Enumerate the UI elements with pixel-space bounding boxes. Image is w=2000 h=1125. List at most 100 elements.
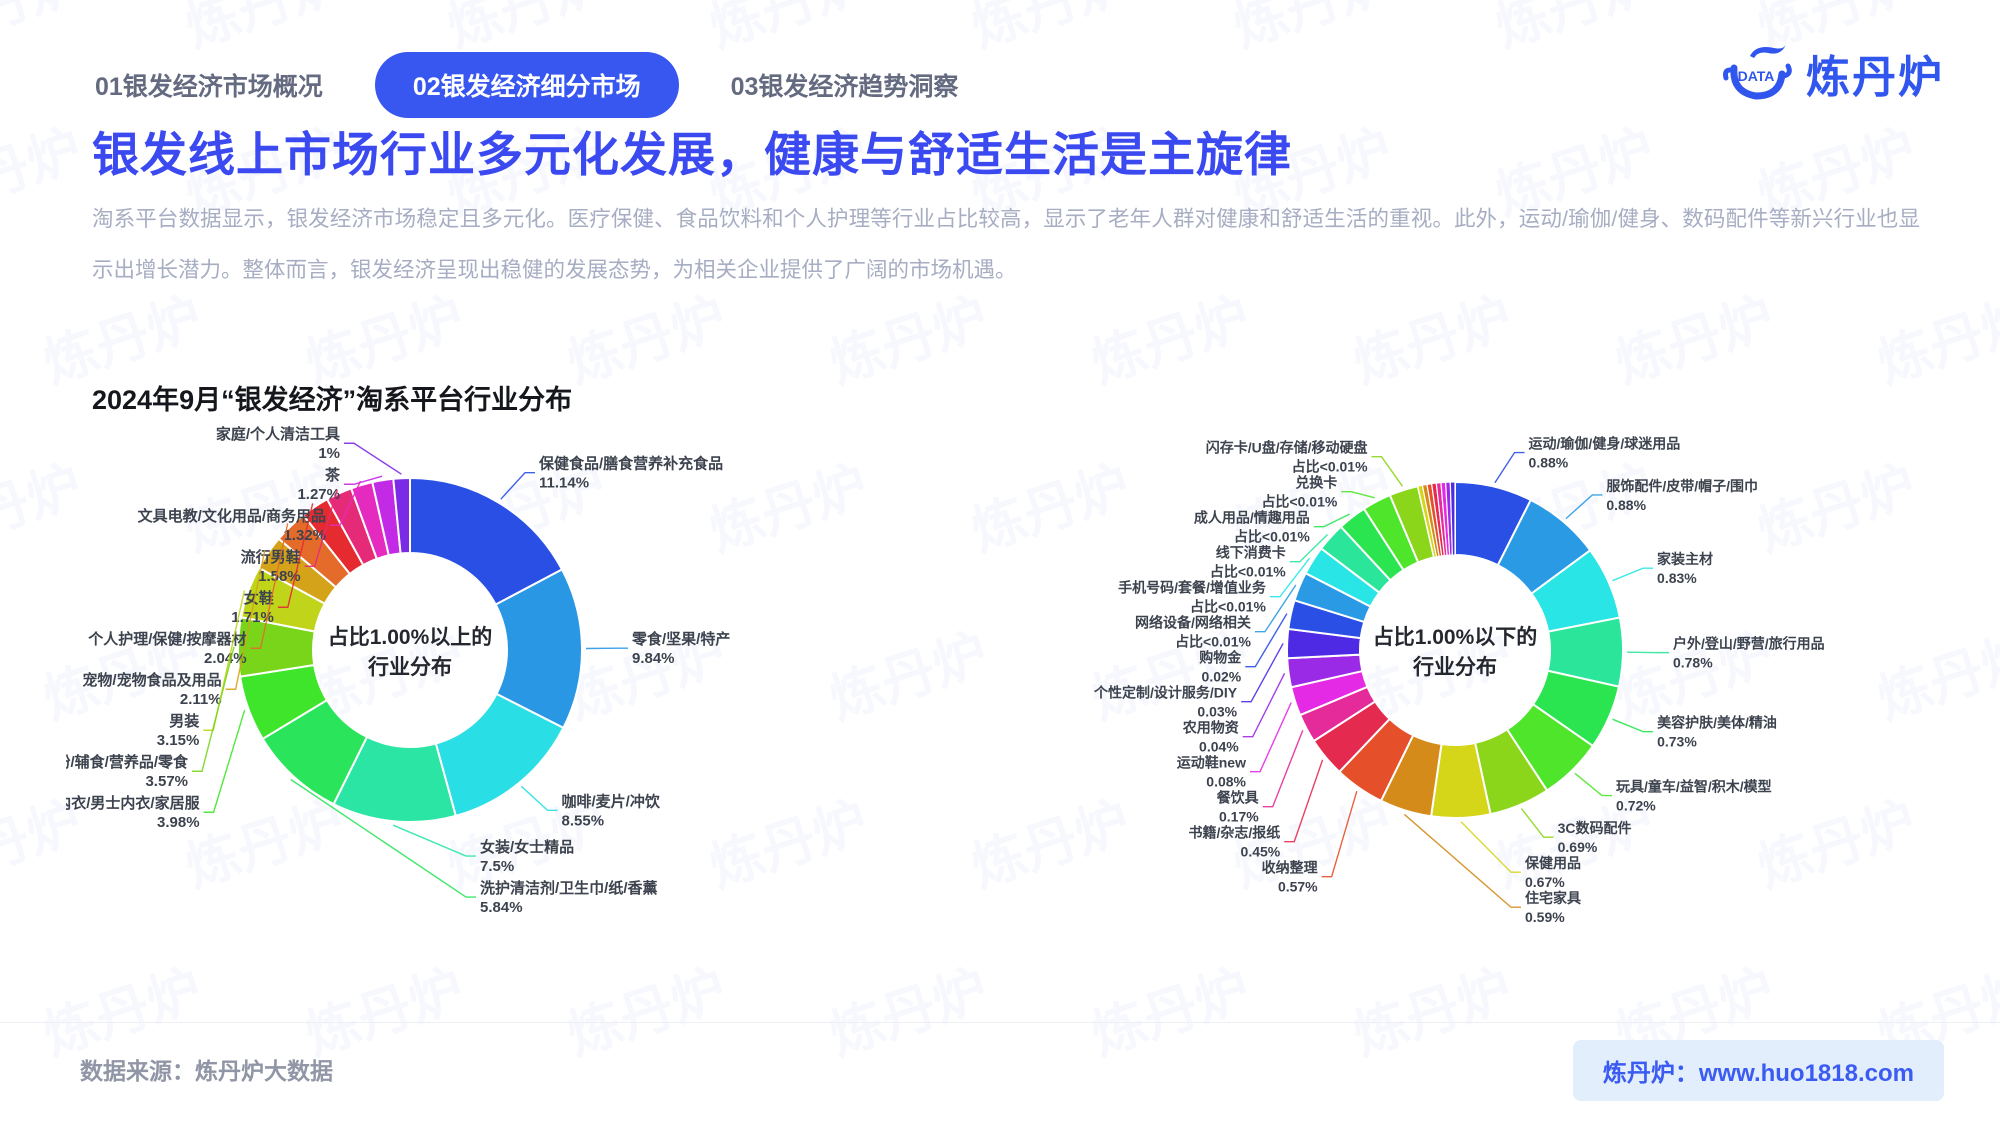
slice-label-name: 保健食品/膳食营养补充食品 bbox=[538, 455, 723, 473]
slice-label-name: 文具电教/文化用品/商务用品 bbox=[138, 507, 326, 525]
slice-label-name: 住宅家具 bbox=[1525, 890, 1581, 906]
label-leader-line bbox=[1245, 613, 1288, 668]
slice-label-pct: 0.04% bbox=[1199, 739, 1239, 755]
label-leader-line bbox=[250, 523, 289, 649]
slice-label-name: 农用物资 bbox=[1182, 720, 1239, 736]
data-source-note: 数据来源：炼丹炉大数据 bbox=[80, 1058, 333, 1084]
slice-label-pct: 0.78% bbox=[1673, 655, 1713, 671]
slice-label-pct: 2.04% bbox=[204, 650, 247, 667]
slice-label-pct: 0.88% bbox=[1529, 455, 1569, 471]
label-leader-line bbox=[1242, 672, 1286, 738]
slice-label-name: 线下消费卡 bbox=[1216, 545, 1286, 561]
slice-label-name: 手机号码/套餐/增值业务 bbox=[1118, 580, 1267, 596]
donut-center-label: 占比1.00%以上的 bbox=[328, 625, 493, 649]
label-leader-line bbox=[225, 550, 266, 690]
slice-label-pct: 0.57% bbox=[1278, 879, 1318, 895]
slice-label-pct: 3.57% bbox=[145, 773, 188, 790]
slice-label-name: 洗护清洁剂/卫生巾/纸/香薰 bbox=[480, 879, 658, 897]
slice-label-pct: 8.55% bbox=[562, 812, 605, 829]
slice-label-name: 咖啡/麦片/冲饮 bbox=[562, 792, 661, 810]
label-leader-line bbox=[520, 785, 558, 811]
label-leader-line bbox=[330, 480, 362, 526]
slice-label-pct: 0.83% bbox=[1657, 570, 1697, 586]
brand-name: 炼丹炉 bbox=[1806, 53, 1944, 102]
slice-label-name: 奶粉/辅食/营养品/零食 bbox=[66, 753, 189, 771]
slice-label-name: 女鞋 bbox=[244, 589, 274, 607]
label-leader-line bbox=[1574, 772, 1613, 797]
slice-label-name: 家庭/个人清洁工具 bbox=[216, 425, 340, 443]
slice-label-name: 网络设备/网络相关 bbox=[1135, 615, 1251, 631]
label-leader-line bbox=[1565, 494, 1603, 520]
slice-label-name: 女士内衣/男士内衣/家居服 bbox=[66, 794, 201, 812]
slice-label-pct: 5.84% bbox=[480, 899, 523, 916]
slice-label-pct: 占比<0.01% bbox=[1190, 599, 1266, 615]
pie-slice bbox=[409, 476, 564, 606]
website-link[interactable]: 炼丹炉：www.huo1818.com bbox=[1572, 1040, 1944, 1101]
slice-label-name: 运动鞋new bbox=[1177, 755, 1246, 771]
slice-label-name: 保健用品 bbox=[1524, 855, 1581, 871]
cauldron-logo-icon: DATA bbox=[1723, 44, 1792, 100]
label-leader-line bbox=[392, 824, 476, 857]
label-leader-line bbox=[344, 442, 402, 475]
label-leader-line bbox=[1284, 759, 1324, 843]
slice-label-pct: 1.71% bbox=[231, 609, 274, 626]
slice-label-pct: 0.45% bbox=[1241, 844, 1281, 860]
label-leader-line bbox=[304, 489, 338, 567]
footer-divider bbox=[0, 1022, 2000, 1023]
slice-label-pct: 占比<0.01% bbox=[1261, 494, 1337, 510]
slice-label-name: 女装/女士精品 bbox=[480, 838, 574, 856]
slice-label-name: 运动/瑜伽/健身/球迷用品 bbox=[1529, 436, 1681, 452]
slice-label-pct: 1.58% bbox=[258, 568, 301, 585]
slice-label-name: 闪存卡/U盘/存储/移动硬盘 bbox=[1206, 440, 1368, 456]
logo-badge-text: DATA bbox=[1738, 68, 1775, 84]
slice-label-name: 兑换卡 bbox=[1295, 475, 1337, 491]
slice-label-name: 家装主材 bbox=[1657, 551, 1713, 567]
slice-label-name: 宠物/宠物食品及用品 bbox=[82, 671, 221, 689]
slice-label-pct: 3.98% bbox=[157, 814, 200, 831]
slice-label-pct: 0.03% bbox=[1197, 704, 1237, 720]
slice-label-pct: 0.59% bbox=[1525, 909, 1565, 925]
label-leader-line bbox=[1254, 584, 1297, 633]
slice-label-name: 茶 bbox=[325, 466, 341, 484]
label-leader-line bbox=[1612, 718, 1654, 733]
label-leader-line bbox=[1313, 513, 1350, 528]
slice-label-pct: 9.84% bbox=[632, 650, 675, 667]
slice-label-name: 玩具/童车/益智/积木/模型 bbox=[1616, 779, 1772, 795]
tab-market-overview[interactable]: 01银发经济市场概况 bbox=[95, 73, 323, 101]
label-leader-line bbox=[1371, 456, 1403, 487]
slice-label-pct: 占比<0.01% bbox=[1210, 564, 1286, 580]
tab-trend-insight[interactable]: 03银发经济趋势洞察 bbox=[730, 73, 959, 101]
slice-label-name: 收纳整理 bbox=[1262, 860, 1318, 876]
slice-label-name: 成人用品/情趣用品 bbox=[1194, 510, 1310, 526]
label-leader-line bbox=[1403, 813, 1521, 908]
tab-market-segments[interactable]: 02银发经济细分市场 bbox=[374, 52, 679, 118]
slice-label-name: 餐饮具 bbox=[1216, 790, 1259, 806]
slice-label-pct: 0.88% bbox=[1606, 497, 1646, 513]
slice-label-pct: 1% bbox=[318, 445, 340, 462]
slice-label-pct: 0.69% bbox=[1558, 839, 1598, 855]
slice-label-pct: 2.11% bbox=[180, 691, 222, 708]
donut-chart-above-1pct: 保健食品/膳食营养补充食品 11.14% 零食/坚果/特产 9.84% 咖啡/麦片/冲饮… bbox=[66, 425, 730, 916]
slice-label-name: 个性定制/设计服务/DIY bbox=[1093, 685, 1238, 701]
slice-label-pct: 0.72% bbox=[1616, 798, 1656, 814]
top-nav: 01银发经济市场概况 02银发经济细分市场 03银发经济趋势洞察 bbox=[95, 52, 958, 118]
slice-label-pct: 3.15% bbox=[157, 732, 200, 749]
slice-label-name: 零食/坚果/特产 bbox=[631, 630, 730, 648]
slice-label-name: 个人护理/保健/按摩器材 bbox=[87, 630, 246, 648]
donut-center-label: 占比1.00%以下的 bbox=[1373, 625, 1538, 649]
slice-label-name: 购物金 bbox=[1199, 650, 1242, 666]
label-leader-line bbox=[1321, 791, 1358, 878]
label-leader-line bbox=[1612, 567, 1654, 582]
slice-label-name: 流行男鞋 bbox=[241, 548, 301, 566]
slice-label-pct: 占比<0.01% bbox=[1234, 529, 1310, 545]
slice-label-name: 户外/登山/野营/旅行用品 bbox=[1673, 636, 1825, 652]
label-leader-line bbox=[1341, 491, 1375, 499]
page-title: 银发线上市场行业多元化发展，健康与舒适生活是主旋律 bbox=[92, 128, 1292, 181]
label-leader-line bbox=[344, 475, 383, 485]
donut-chart-below-1pct: 运动/瑜伽/健身/球迷用品 0.88% 服饰配件/皮带/帽子/围巾 0.88% 家装主材… bbox=[1093, 436, 1825, 926]
slice-label-pct: 1.27% bbox=[297, 486, 340, 503]
label-leader-line bbox=[290, 778, 476, 898]
label-leader-line bbox=[277, 503, 314, 608]
slice-label-pct: 7.5% bbox=[480, 858, 514, 875]
